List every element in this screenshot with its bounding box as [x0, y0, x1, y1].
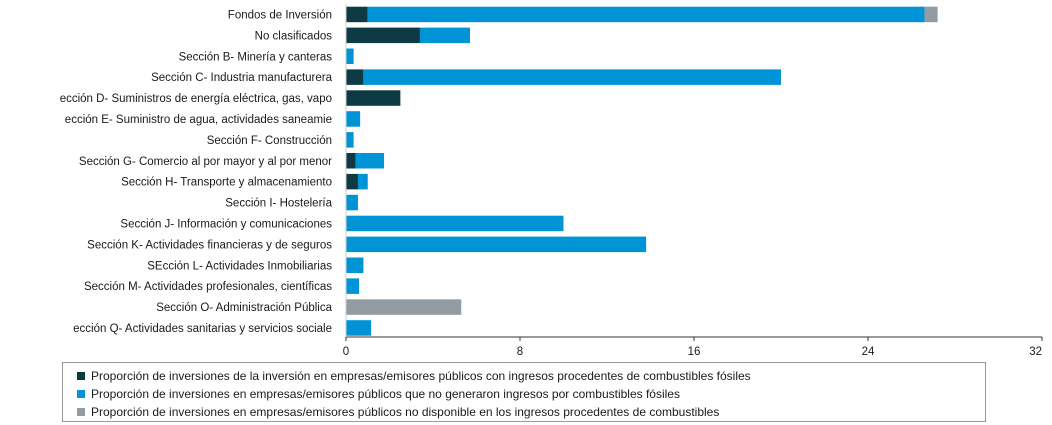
legend-item-not-available: Proporción de inversiones en empresas/em… [77, 403, 985, 421]
bar-segment-series-1 [346, 236, 647, 253]
bar-segment-series-1 [346, 278, 360, 294]
legend-item-fossil: Proporción de inversiones de la inversió… [77, 367, 985, 385]
category-label: SEcción L- Actividades Inmobiliarias [147, 260, 332, 272]
category-label: Sección J- Información y comunicaciones [120, 218, 332, 230]
bar-segment-series-1 [346, 257, 364, 273]
category-label: Sección K- Actividades financieras y de … [87, 239, 332, 251]
category-label: Sección G- Comercio al por mayor y al po… [79, 156, 332, 168]
bar-segment-series-1 [346, 132, 354, 148]
bar-segment-series-1 [346, 215, 564, 232]
category-label: ección D- Suministros de energía eléctri… [60, 93, 332, 105]
bar-segment-series-0 [346, 27, 420, 44]
category-labels: Fondos de Inversión No clasificados Secció… [60, 9, 333, 335]
legend-swatch-fossil [77, 372, 85, 380]
x-axis: 0 8 16 24 32 [343, 4, 1043, 358]
category-label: ección E- Suministro de agua, actividade… [65, 114, 332, 126]
bar-segment-series-1 [357, 173, 368, 190]
bar-segment-series-2 [924, 6, 938, 23]
legend-label-non-fossil: Proporción de inversiones en empresas/em… [91, 387, 680, 401]
legend: Proporción de inversiones de la inversió… [62, 362, 986, 422]
bar-segment-series-2 [346, 299, 462, 315]
bar-segment-series-0 [346, 69, 364, 85]
x-tick-label: 32 [1029, 346, 1042, 358]
x-tick-label: 8 [517, 346, 523, 358]
bar-segment-series-1 [346, 320, 372, 336]
bar-segment-series-1 [346, 48, 354, 64]
x-tick-label: 24 [862, 346, 875, 358]
bar-segment-series-0 [346, 153, 356, 169]
bar-segment-series-0 [346, 90, 401, 106]
bar-segment-series-1 [367, 6, 925, 23]
category-label: Sección O- Administración Pública [156, 302, 332, 314]
category-label: Sección M- Actividades profesionales, ci… [84, 281, 332, 293]
bars [346, 6, 938, 336]
x-tick-label: 0 [343, 346, 349, 358]
category-label: Sección B- Minería y canteras [179, 51, 333, 63]
bar-segment-series-0 [346, 173, 358, 190]
legend-label-not-available: Proporción de inversiones en empresas/em… [91, 405, 720, 419]
category-label: Sección I- Hostelería [225, 198, 332, 210]
category-label: No clasificados [255, 30, 333, 42]
bar-segment-series-1 [355, 153, 385, 169]
bar-segment-series-1 [363, 69, 781, 85]
legend-swatch-not-available [77, 408, 85, 416]
category-label: Fondos de Inversión [228, 9, 332, 21]
category-label: ección Q- Actividades sanitarias y servi… [73, 323, 332, 335]
x-tick-label: 16 [688, 346, 701, 358]
bar-segment-series-1 [346, 111, 361, 127]
bar-segment-series-0 [346, 6, 368, 23]
bar-segment-series-1 [346, 194, 358, 211]
stacked-bar-chart: Fondos de Inversión No clasificados Secció… [60, 4, 1043, 358]
bar-segment-series-1 [419, 27, 470, 44]
category-label: Sección H- Transporte y almacenamiento [121, 177, 332, 189]
legend-swatch-non-fossil [77, 390, 85, 398]
legend-item-non-fossil: Proporción de inversiones en empresas/em… [77, 385, 985, 403]
category-label: Sección C- Industria manufacturera [151, 72, 332, 84]
category-label: Sección F- Construcción [207, 135, 332, 147]
legend-label-fossil: Proporción de inversiones de la inversió… [91, 369, 751, 383]
